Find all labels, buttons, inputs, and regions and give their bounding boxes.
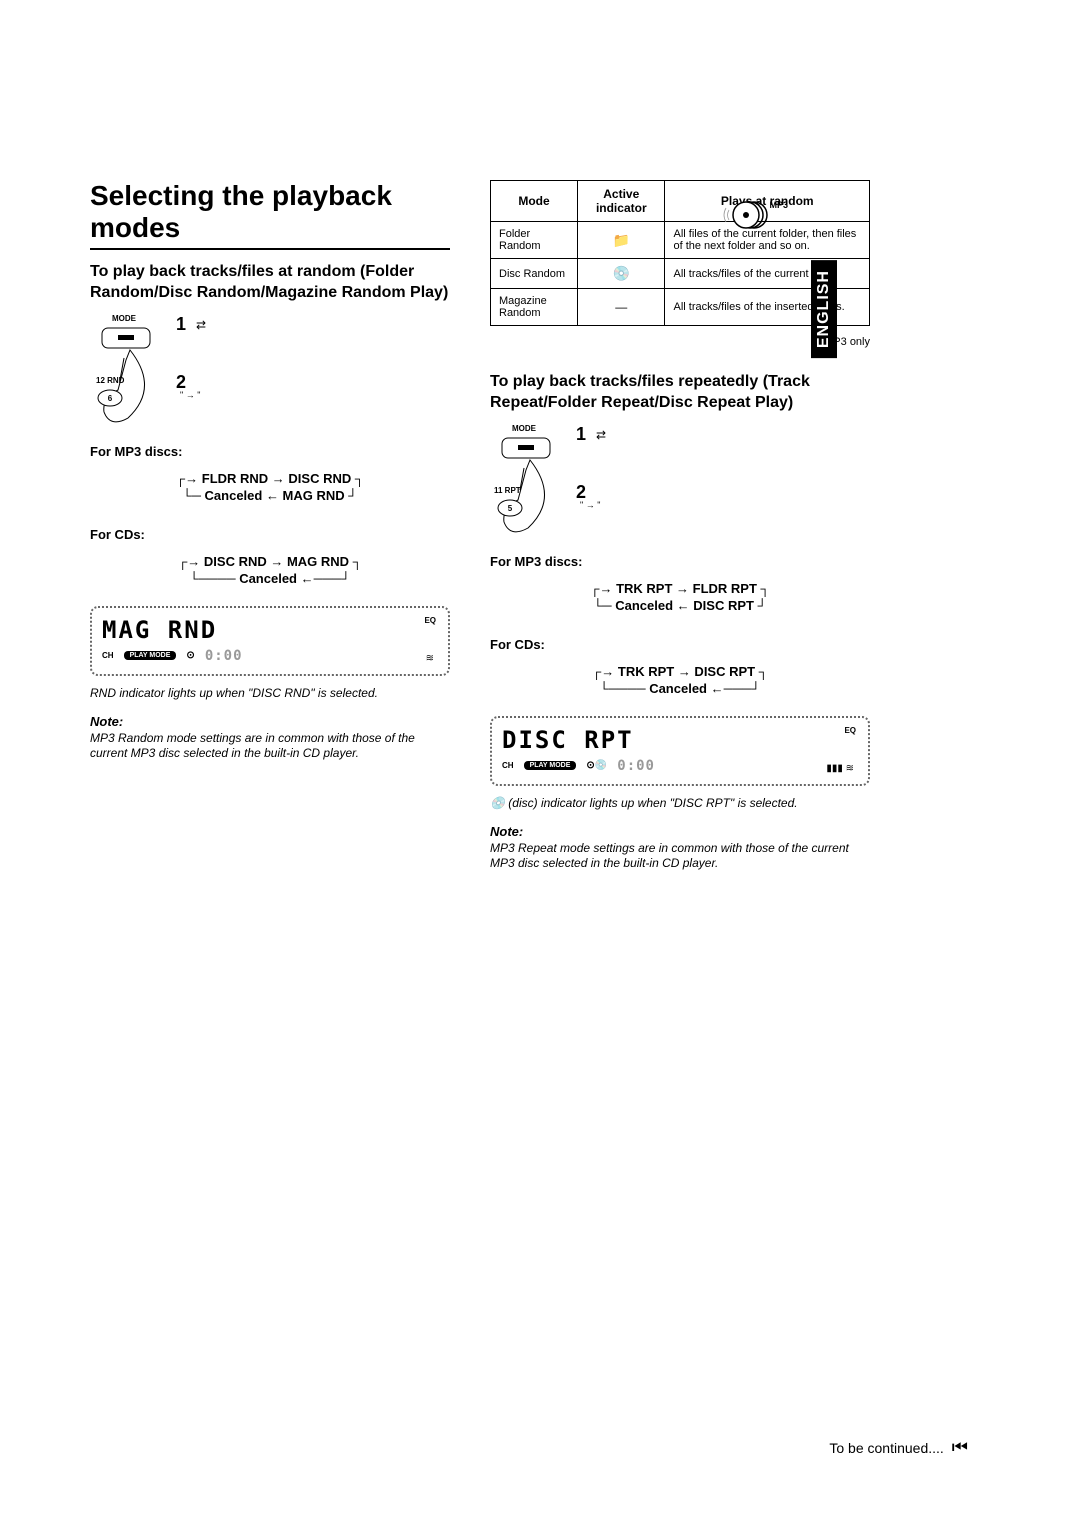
- random-cd-cycle: ┌→ DISC RND → MAG RND ┐ └──── Canceled ←…: [90, 548, 450, 592]
- pager-text: To be continued....: [829, 1440, 943, 1456]
- random-display-time: 0:00: [205, 648, 243, 664]
- random-note-label: Note:: [90, 714, 450, 729]
- svg-text:6: 6: [108, 394, 113, 403]
- repeat-display-icons: ▮▮▮ ≋: [826, 763, 854, 774]
- td-r3-plays: All tracks/files of the inserted discs.: [665, 289, 870, 326]
- random-mp3-cycle-bot: Canceled ← MAG RND: [205, 488, 345, 503]
- random-subtitle: To play back tracks/files at random (Fol…: [90, 262, 450, 304]
- random-mp3-cycle-top: FLDR RND → DISC RND: [202, 471, 352, 486]
- random-mp3-cycle: ┌→ FLDR RND → DISC RND ┐ └─ Canceled ← M…: [90, 465, 450, 509]
- td-r3-icon: —: [578, 289, 665, 326]
- repeat-note-body: MP3 Repeat mode settings are in common w…: [490, 841, 870, 872]
- th-mode: Mode: [491, 181, 578, 222]
- random-display-ch: CH: [102, 651, 114, 660]
- repeat-lights-note: 💿 (disc) indicator lights up when "DISC …: [490, 796, 870, 810]
- repeat-mp3-cycle: ┌→ TRK RPT → FLDR RPT ┐ └─ Canceled ← DI…: [490, 575, 870, 619]
- random-display-icons: ≋: [426, 653, 434, 664]
- random-mp3-label: For MP3 discs:: [90, 444, 450, 459]
- cd-mp3-icon: [720, 200, 770, 230]
- repeat-cd-cycle-top: TRK RPT → DISC RPT: [618, 664, 755, 679]
- pager: To be continued.... ⏮: [829, 1437, 968, 1458]
- repeat-display-playmode: PLAY MODE: [524, 761, 577, 770]
- disc-lights-icon: 💿: [490, 796, 505, 810]
- random-display-playmode: PLAY MODE: [124, 651, 177, 660]
- td-r2-mode: Disc Random: [491, 259, 578, 289]
- repeat-display-text: DISC RPT: [502, 726, 858, 754]
- random-display-eq: EQ: [424, 616, 436, 625]
- svg-text:5: 5: [508, 504, 513, 513]
- td-r1-mode: Folder Random: [491, 222, 578, 259]
- repeat-display-time: 0:00: [617, 758, 655, 774]
- rpt-button-label: 11 RPT: [494, 486, 521, 495]
- repeat-mp3-cycle-bot: Canceled ← DISC RPT: [615, 598, 754, 613]
- prev-track-icon: ⏮: [952, 1437, 968, 1458]
- td-r3-mode: Magazine Random: [491, 289, 578, 326]
- page-title: Selecting the playback modes: [90, 180, 450, 250]
- folder-icon: 📁: [613, 232, 630, 248]
- repeat-subtitle: To play back tracks/files repeatedly (Tr…: [490, 372, 870, 414]
- repeat-cd-cycle-bot: Canceled: [649, 681, 707, 696]
- repeat-step-2-quote: " → ": [580, 500, 600, 510]
- random-display-text: MAG RND: [102, 616, 438, 644]
- td-r1-icon: 📁: [578, 222, 665, 259]
- language-tab: ENGLISH: [811, 260, 837, 358]
- td-r2-icon: 💿: [578, 259, 665, 289]
- mp3-badge: MP3: [769, 200, 788, 210]
- random-cd-cycle-bot: Canceled: [239, 571, 297, 586]
- random-note-body: MP3 Random mode settings are in common w…: [90, 731, 450, 762]
- random-lights-note: RND indicator lights up when "DISC RND" …: [90, 686, 450, 700]
- th-indicator: Active indicator: [578, 181, 665, 222]
- repeat-display: DISC RPT EQ CH PLAY MODE ⊙💿 0:00 ▮▮▮ ≋: [490, 716, 870, 786]
- disc-icon: 💿: [613, 265, 630, 281]
- repeat-cd-label: For CDs:: [490, 637, 870, 652]
- repeat-lights-text: (disc) indicator lights up when "DISC RP…: [508, 796, 797, 810]
- random-cd-label: For CDs:: [90, 527, 450, 542]
- repeat-mp3-label: For MP3 discs:: [490, 554, 870, 569]
- step-2-quote: " → ": [180, 390, 200, 400]
- repeat-display-ch: CH: [502, 761, 514, 770]
- repeat-mp3-cycle-top: TRK RPT → FLDR RPT: [616, 581, 757, 596]
- random-display: MAG RND EQ CH PLAY MODE ⊙ 0:00 ≋: [90, 606, 450, 676]
- rnd-button-label: 12 RND: [96, 376, 124, 385]
- repeat-display-eq: EQ: [844, 726, 856, 735]
- random-hand-diagram: MODE 1 ⇄ 6 12 RND 2 " → ": [90, 314, 450, 424]
- random-cd-cycle-top: DISC RND → MAG RND: [204, 554, 349, 569]
- repeat-hand-diagram: MODE 1 ⇄ 5 11 RPT 2 " → ": [490, 424, 870, 534]
- td-r2-plays: All tracks/files of the current disc.: [665, 259, 870, 289]
- repeat-note-label: Note:: [490, 824, 870, 839]
- repeat-cd-cycle: ┌→ TRK RPT → DISC RPT ┐ └──── Canceled ←…: [490, 658, 870, 702]
